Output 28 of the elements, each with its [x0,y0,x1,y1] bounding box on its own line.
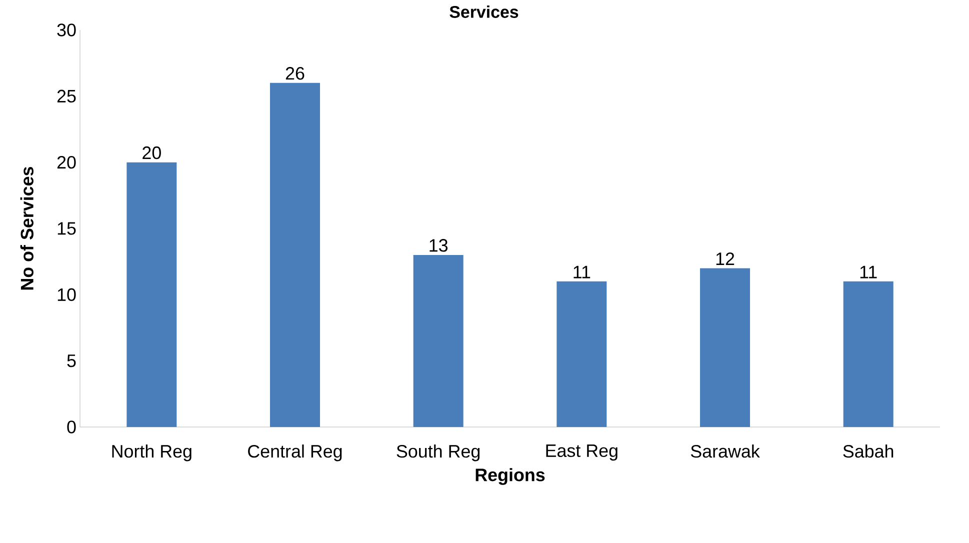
bar [556,281,607,427]
y-tick-label: 30 [57,24,76,36]
bar [700,268,750,427]
x-tick-label: North Reg [112,444,192,462]
data-label: 11 [574,266,590,278]
bar [270,82,320,427]
bar [843,281,894,427]
chart-title: Services [450,6,518,18]
y-tick-label: 20 [57,156,76,169]
x-axis-title: Regions [476,468,545,485]
y-tick-label: 25 [57,90,76,103]
x-tick-label: South Reg [396,444,480,462]
x-tick-label: Sarawak [690,444,760,458]
y-tick-label: 10 [58,288,76,302]
x-tick-label: Sabah [843,444,894,458]
data-label: 12 [716,252,734,265]
data-label: 26 [286,67,304,80]
y-axis-title: No of Services [20,166,34,290]
bar [413,254,464,427]
data-label: 13 [430,239,448,252]
y-tick-label: 15 [58,222,76,235]
y-tick-label: 5 [67,354,76,368]
x-tick-label: East Reg [546,444,618,461]
data-label: 20 [142,146,161,160]
data-label: 11 [860,266,877,278]
bar [126,162,177,427]
x-tick-label: Central Reg [248,444,342,462]
y-tick-label: 0 [67,420,76,434]
